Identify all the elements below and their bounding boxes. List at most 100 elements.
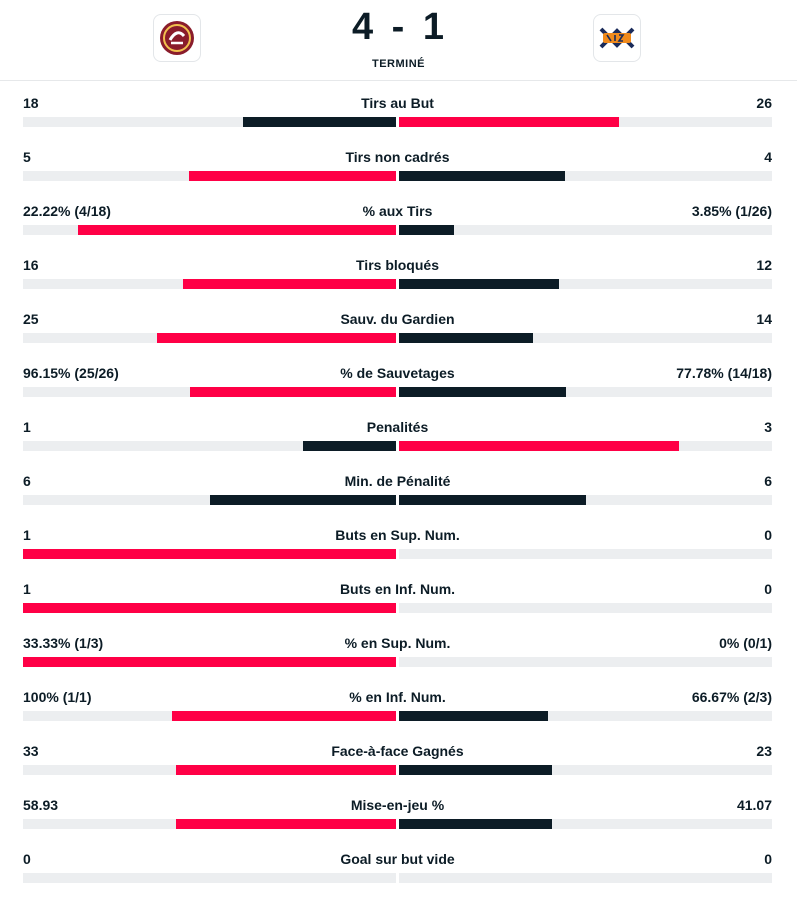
stat-home-value: 33 [23,743,39,759]
stat-away-bar-track [399,819,772,829]
stat-row: 0 Goal sur but vide 0 [23,851,772,905]
stat-home-bar-fill [188,171,396,181]
stat-label: Tirs non cadrés [345,149,450,165]
stat-row: 5 Tirs non cadrés 4 [23,149,772,203]
stat-home-bar-track [23,441,396,451]
stat-home-bar-track [23,765,396,775]
stat-values: 25 Sauv. du Gardien 14 [23,311,772,331]
stat-label: % en Inf. Num. [349,689,446,705]
stat-home-bar-track [23,333,396,343]
stat-row: 96.15% (25/26) % de Sauvetages 77.78% (14/… [23,365,772,419]
final-score: 4 - 1 [0,6,797,49]
stat-away-bar-track [399,171,772,181]
stat-values: 58.93 Mise-en-jeu % 41.07 [23,797,772,817]
stat-home-bar-track [23,603,396,613]
away-team-logo[interactable] [593,14,641,62]
stat-home-value: 100% (1/1) [23,689,92,705]
stat-home-bar-fill [176,819,396,829]
stat-row: 22.22% (4/18) % aux Tirs 3.85% (1/26) [23,203,772,257]
stat-away-bar-fill [399,117,620,127]
stat-row: 58.93 Mise-en-jeu % 41.07 [23,797,772,851]
stat-home-value: 1 [23,581,31,597]
stat-home-bar-track [23,873,396,883]
stat-away-bar-fill [399,495,586,505]
stat-row: 1 Penalités 3 [23,419,772,473]
stat-home-value: 25 [23,311,39,327]
stat-home-value: 0 [23,851,31,867]
stat-home-bar-fill [189,387,396,397]
stat-away-value: 0% (0/1) [719,635,772,651]
home-score: 4 [351,6,375,48]
match-status: TERMINÉ [372,58,425,70]
stat-away-bar-track [399,657,772,667]
stat-label: % en Sup. Num. [344,635,451,651]
stat-values: 1 Buts en Sup. Num. 0 [23,527,772,547]
stat-label: Buts en Inf. Num. [339,581,456,597]
stat-row: 33.33% (1/3) % en Sup. Num. 0% (0/1) [23,635,772,689]
stat-row: 1 Buts en Inf. Num. 0 [23,581,772,635]
stat-values: 1 Penalités 3 [23,419,772,439]
home-team-logo[interactable] [153,14,201,62]
stat-home-bar-track [23,549,396,559]
stat-values: 18 Tirs au But 26 [23,95,772,115]
stat-away-value: 77.78% (14/18) [676,365,772,381]
stat-values: 6 Min. de Pénalité 6 [23,473,772,493]
stat-away-value: 23 [756,743,772,759]
stat-values: 100% (1/1) % en Inf. Num. 66.67% (2/3) [23,689,772,709]
stat-away-value: 3 [764,419,772,435]
stat-values: 1 Buts en Inf. Num. 0 [23,581,772,601]
stat-away-bar-track [399,495,772,505]
stat-label: % aux Tirs [362,203,433,219]
stat-home-value: 33.33% (1/3) [23,635,104,651]
stat-away-bar-track [399,549,772,559]
stat-home-value: 58.93 [23,797,59,813]
stat-label: Tirs bloqués [356,257,439,273]
match-header: 4 - 1 TERMINÉ [0,0,797,81]
stat-away-value: 3.85% (1/26) [691,203,772,219]
stat-home-value: 16 [23,257,39,273]
stat-home-value: 1 [23,527,31,543]
stat-home-bar-track [23,711,396,721]
away-score: 1 [422,6,446,48]
stat-label: Min. de Pénalité [344,473,451,489]
stat-away-bar-fill [399,441,679,451]
stat-row: 1 Buts en Sup. Num. 0 [23,527,772,581]
stat-away-bar-track [399,333,772,343]
stat-away-bar-fill [399,819,553,829]
score-separator: - [391,6,406,48]
stat-away-bar-track [399,441,772,451]
stat-home-value: 18 [23,95,39,111]
stat-home-bar-track [23,387,396,397]
stat-values: 33 Face-à-face Gagnés 23 [23,743,772,763]
stat-home-value: 1 [23,419,31,435]
stat-label: Mise-en-jeu % [350,797,445,813]
stat-away-bar-fill [399,711,549,721]
stat-away-bar-track [399,711,772,721]
stat-away-value: 4 [764,149,772,165]
stat-away-bar-track [399,387,772,397]
stat-away-value: 26 [756,95,772,111]
stat-label: Face-à-face Gagnés [331,743,464,759]
stat-away-bar-track [399,225,772,235]
stat-values: 16 Tirs bloqués 12 [23,257,772,277]
stat-home-bar-fill [172,711,396,721]
stat-home-bar-track [23,171,396,181]
stat-home-bar-track [23,495,396,505]
stat-away-bar-track [399,765,772,775]
stat-row: 25 Sauv. du Gardien 14 [23,311,772,365]
stat-home-value: 96.15% (25/26) [23,365,119,381]
stat-home-bar-fill [183,279,396,289]
stat-label: Goal sur but vide [340,851,455,867]
stat-home-bar-fill [23,657,396,667]
stat-away-bar-fill [399,387,566,397]
stat-away-value: 12 [756,257,772,273]
stat-home-bar-fill [156,333,396,343]
stat-away-value: 0 [764,581,772,597]
stat-label: Buts en Sup. Num. [335,527,460,543]
stat-away-value: 0 [764,851,772,867]
stat-label: % de Sauvetages [340,365,455,381]
stat-away-bar-track [399,603,772,613]
stat-home-bar-fill [78,225,396,235]
stat-row: 16 Tirs bloqués 12 [23,257,772,311]
stat-home-bar-track [23,819,396,829]
